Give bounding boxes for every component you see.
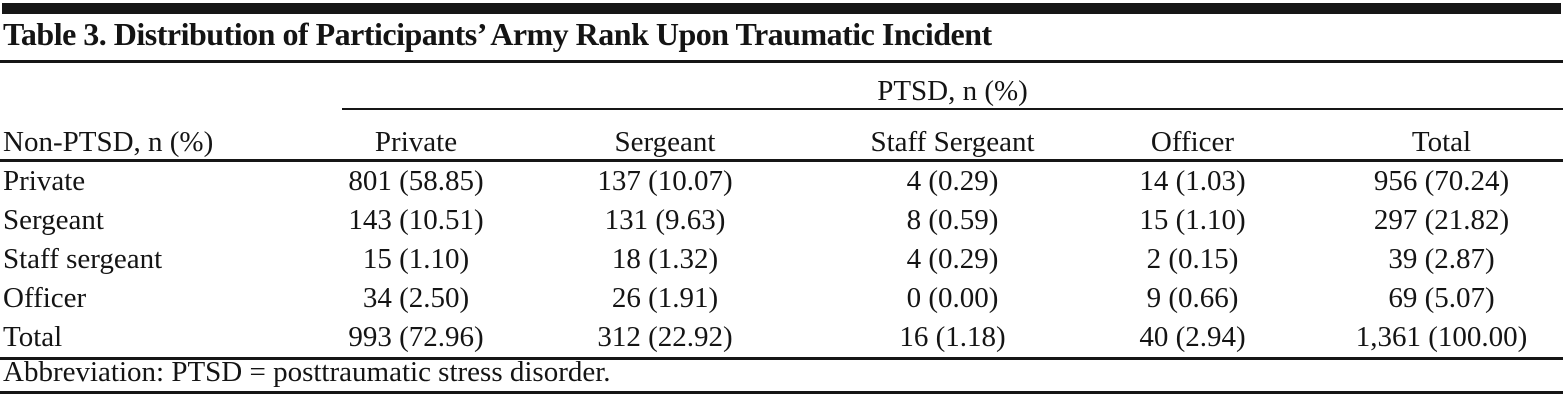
column-header-row: Non-PTSD, n (%) Private Sergeant Staff S… <box>0 109 1563 162</box>
table-row-officer: Officer 34 (2.50) 26 (1.91) 0 (0.00) 9 (… <box>0 279 1563 318</box>
table-cell: 18 (1.32) <box>611 243 719 275</box>
data-table: PTSD, n (%) Non-PTSD, n (%) Private Serg… <box>0 63 1563 360</box>
table-cell: 15 (1.10) <box>1139 204 1246 236</box>
table-cell: 14 (1.03) <box>1139 165 1246 197</box>
table-cell: 297 (21.82) <box>1373 204 1510 236</box>
table-cell: 2 (0.15) <box>1146 243 1239 275</box>
table-row-staff-sergeant: Staff sergeant 15 (1.10) 18 (1.32) 4 (0.… <box>0 240 1563 279</box>
table-cell: 131 (9.63) <box>604 204 726 236</box>
table-cell: 9 (0.66) <box>1146 282 1239 314</box>
table-title: Table 3. Distribution of Participants’ A… <box>3 16 992 52</box>
table-cell: 69 (5.07) <box>1388 282 1495 314</box>
table-row-private: Private 801 (58.85) 137 (10.07) 4 (0.29)… <box>0 161 1563 202</box>
table-cell: 15 (1.10) <box>362 243 470 275</box>
table-cell: 137 (10.07) <box>597 165 733 197</box>
table-row-total: Total 993 (72.96) 312 (22.92) 16 (1.18) … <box>0 318 1563 360</box>
table-cell: 956 (70.24) <box>1373 165 1510 197</box>
table-footnote: Abbreviation: PTSD = posttraumatic stres… <box>0 353 1563 394</box>
table-cell: 40 (2.94) <box>1065 318 1320 360</box>
table-cell: 312 (22.92) <box>490 318 840 360</box>
row-label: Officer <box>3 282 87 314</box>
table-cell: 8 (0.59) <box>906 204 999 236</box>
table-cell: 4 (0.29) <box>906 165 999 197</box>
table-cell: 4 (0.29) <box>906 243 999 275</box>
row-label: Staff sergeant <box>3 243 163 275</box>
table-cell: 0 (0.00) <box>906 282 999 314</box>
table-cell: 801 (58.85) <box>348 165 484 197</box>
col-header-officer: Officer <box>1065 109 1320 162</box>
table-cell: 26 (1.91) <box>611 282 719 314</box>
table-cell: 1,361 (100.00) <box>1320 318 1563 360</box>
table-cell: 34 (2.50) <box>362 282 470 314</box>
col-header-staff-sergeant: Staff Sergeant <box>840 109 1065 162</box>
col-header-private: Private <box>342 109 490 162</box>
title-rule <box>0 60 1563 63</box>
table-cell: 143 (10.51) <box>348 204 484 236</box>
table-cell: 16 (1.18) <box>840 318 1065 360</box>
col-header-total: Total <box>1320 109 1563 162</box>
stub-header-non-ptsd: Non-PTSD, n (%) <box>0 109 342 162</box>
stub-spacer <box>0 63 342 109</box>
group-header-ptsd: PTSD, n (%) <box>342 63 1563 110</box>
row-label: Total <box>0 318 342 360</box>
table-row-sergeant: Sergeant 143 (10.51) 131 (9.63) 8 (0.59)… <box>0 201 1563 240</box>
group-header-row: PTSD, n (%) <box>0 63 1563 110</box>
col-header-sergeant: Sergeant <box>490 109 840 162</box>
table-cell: 39 (2.87) <box>1388 243 1495 275</box>
table-cell: 993 (72.96) <box>342 318 490 360</box>
top-rule <box>2 3 1561 14</box>
row-label: Private <box>3 165 86 197</box>
row-label: Sergeant <box>3 204 104 236</box>
